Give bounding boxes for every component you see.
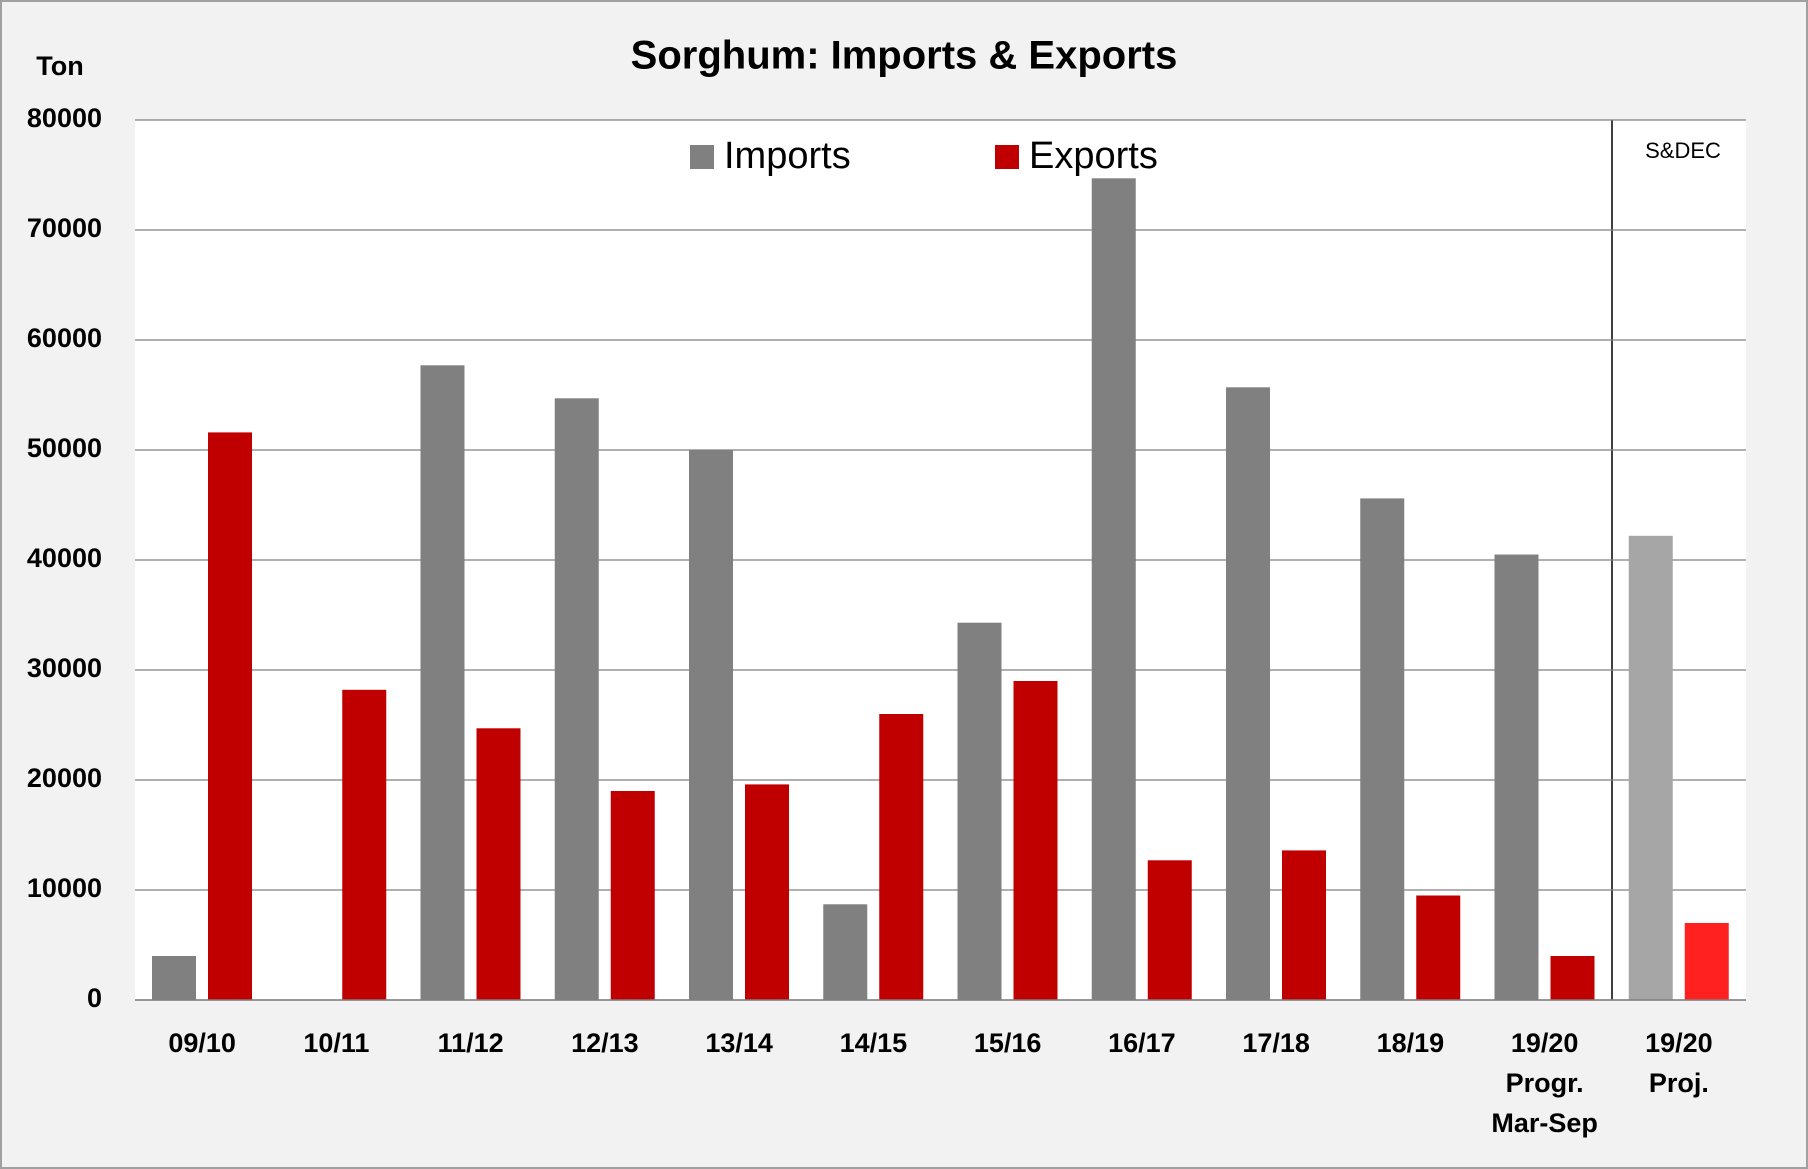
- bar: [1550, 956, 1595, 1000]
- bar: [1416, 895, 1461, 1000]
- x-tick-label: Proj.: [1649, 1068, 1709, 1098]
- y-tick-label: 60000: [27, 323, 102, 353]
- x-tick-label: Progr.: [1506, 1068, 1584, 1098]
- bar: [1226, 387, 1270, 1000]
- x-tick-label: 17/18: [1242, 1028, 1310, 1058]
- y-tick-label: 20000: [27, 763, 102, 793]
- bar: [745, 784, 789, 1000]
- y-axis-label: Ton: [36, 51, 83, 81]
- x-tick-label: 13/14: [705, 1028, 773, 1058]
- bar: [152, 956, 196, 1000]
- x-tick-label: 16/17: [1108, 1028, 1176, 1058]
- bar: [1360, 498, 1405, 1000]
- bar: [957, 622, 1002, 1000]
- chart-title: Sorghum: Imports & Exports: [631, 34, 1178, 78]
- y-tick-label: 10000: [27, 873, 102, 903]
- bar: [208, 432, 252, 1000]
- bar: [1494, 554, 1539, 1000]
- y-tick-label: 70000: [27, 213, 102, 243]
- legend-swatch: [995, 145, 1019, 169]
- bar: [610, 791, 655, 1000]
- x-tick-label: 09/10: [168, 1028, 236, 1058]
- bar: [420, 365, 465, 1000]
- legend-swatch: [690, 145, 714, 169]
- bar: [1684, 923, 1729, 1000]
- x-tick-label: Mar-Sep: [1491, 1108, 1598, 1138]
- x-tick-label: 12/13: [571, 1028, 639, 1058]
- bar: [823, 904, 868, 1000]
- y-tick-label: 30000: [27, 653, 102, 683]
- y-tick-label: 0: [87, 983, 102, 1013]
- legend-label: Exports: [1029, 135, 1158, 177]
- bar: [879, 714, 924, 1000]
- bar: [554, 398, 599, 1000]
- annotation: S&DEC: [1645, 138, 1721, 163]
- bar: [1147, 860, 1192, 1000]
- bar: [1282, 850, 1326, 1000]
- legend-label: Imports: [724, 135, 851, 177]
- x-tick-label: 11/12: [438, 1028, 504, 1058]
- x-tick-label: 18/19: [1377, 1028, 1445, 1058]
- bar: [1628, 535, 1673, 1000]
- x-tick-label: 19/20: [1645, 1028, 1713, 1058]
- bar: [1013, 681, 1058, 1000]
- bar: [342, 689, 387, 1000]
- x-tick-label: 14/15: [840, 1028, 908, 1058]
- bar: [1091, 178, 1136, 1001]
- bar: [476, 728, 521, 1000]
- y-tick-label: 80000: [27, 103, 102, 133]
- x-tick-label: 10/11: [303, 1028, 369, 1058]
- x-tick-label: 15/16: [974, 1028, 1042, 1058]
- y-tick-label: 40000: [27, 543, 102, 573]
- bar: [689, 450, 733, 1000]
- y-tick-label: 50000: [27, 433, 102, 463]
- x-tick-label: 19/20: [1511, 1028, 1579, 1058]
